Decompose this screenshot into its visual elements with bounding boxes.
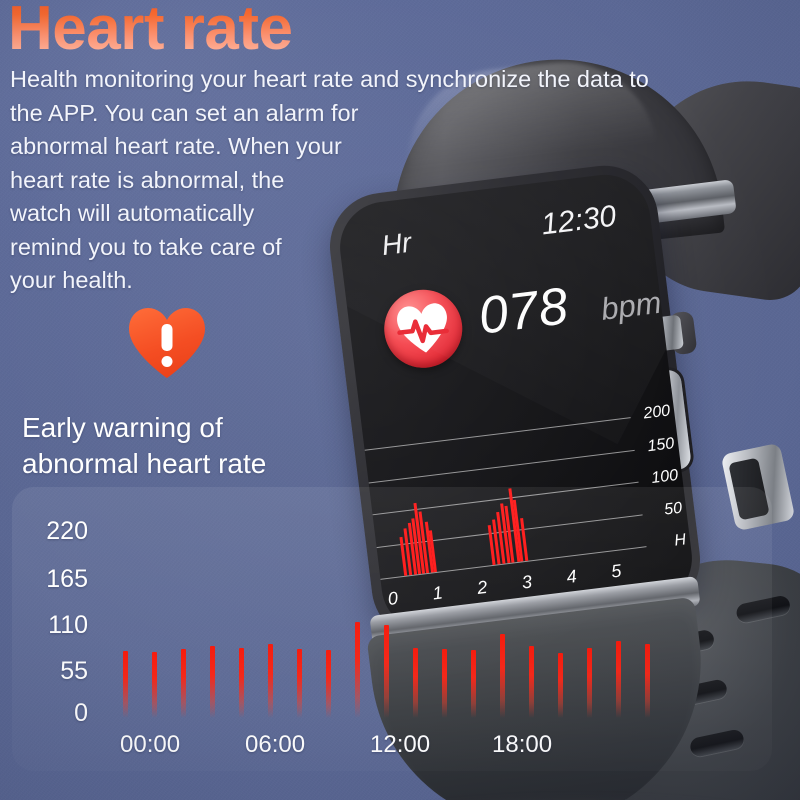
chart-bar	[616, 640, 621, 718]
chart-bar	[587, 647, 592, 718]
mini-chart-gridline	[368, 449, 635, 484]
chart-panel	[12, 487, 772, 771]
chart-bar	[326, 650, 331, 718]
warning-heart-icon	[128, 307, 206, 379]
chart-bar	[355, 621, 360, 718]
chart-y-label: 165	[46, 565, 88, 593]
watch-screen[interactable]: Hr 12:30 078 bpm 20015010050H012345	[334, 169, 698, 637]
chart-bar	[500, 633, 505, 718]
chart-bar	[123, 651, 128, 718]
mini-chart-y-label: 150	[646, 434, 676, 455]
heart-pulse-icon	[379, 285, 467, 373]
chart-bar	[181, 649, 186, 718]
chart-y-label: 55	[60, 657, 88, 685]
page-title: Heart rate	[8, 0, 293, 61]
smartwatch-illustration: Hr 12:30 078 bpm 20015010050H012345	[323, 43, 800, 800]
exclamation-dot	[161, 356, 173, 367]
mini-chart-gridline	[364, 417, 631, 451]
mini-chart-y-label: 200	[642, 402, 672, 423]
chart-bar	[471, 650, 476, 718]
chart-bar	[210, 645, 215, 718]
warning-caption-line: Early warning of	[22, 412, 223, 443]
chart-x-label: 06:00	[245, 731, 306, 758]
description-paragraph: Health monitoring your heart rate and sy…	[10, 63, 649, 298]
chart-x-label: 00:00	[120, 731, 181, 758]
chart-x-label: 12:00	[370, 731, 431, 758]
chart-y-label: 0	[74, 699, 88, 727]
description-line: Health monitoring your heart rate and sy…	[10, 66, 649, 92]
chart-bar	[645, 644, 650, 718]
warning-caption-line: abnormal heart rate	[22, 448, 267, 479]
chart-x-label: 18:00	[492, 731, 553, 758]
description-line: heart rate is abnormal, the	[10, 166, 285, 193]
heart-rate-history-chart: 220 165 110 55 0 00:00 06:00 12:00 18:00	[0, 487, 800, 787]
chart-bar	[239, 648, 244, 718]
heart-rate-unit: bpm	[599, 284, 664, 327]
chart-y-label: 110	[48, 611, 88, 639]
warning-caption: Early warning of abnormal heart rate	[22, 410, 352, 482]
chart-bar	[442, 649, 447, 718]
description-line: watch will automatically	[10, 200, 255, 226]
chart-bar	[152, 651, 157, 718]
description-line: the APP. You can set an alarm for	[10, 99, 359, 126]
description-line: remind you to take care of	[10, 233, 282, 260]
heart-rate-value: 078	[475, 277, 572, 346]
description-line: your health.	[10, 267, 133, 293]
chart-bar	[529, 645, 534, 718]
chart-bar	[413, 647, 418, 718]
mini-chart-y-label: 100	[650, 466, 680, 487]
chart-y-label: 220	[46, 517, 88, 545]
chart-bar	[558, 652, 563, 718]
screen-clock: 12:30	[539, 199, 618, 242]
chart-bar	[384, 625, 389, 718]
chart-bar	[297, 649, 302, 718]
description-line: abnormal heart rate. When your	[10, 133, 342, 159]
chart-bar	[268, 644, 273, 718]
exclamation-bar	[161, 324, 173, 351]
